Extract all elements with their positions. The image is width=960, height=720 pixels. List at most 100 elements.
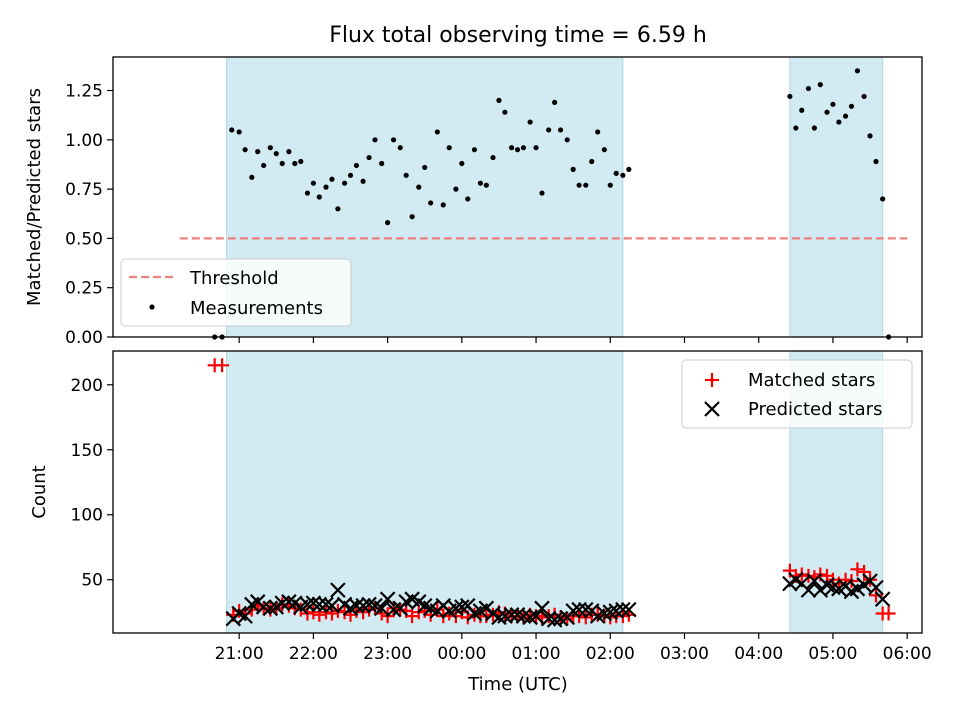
predicted-star-point xyxy=(546,612,563,628)
shaded-interval-2 xyxy=(789,56,884,338)
measurement-point xyxy=(576,182,582,188)
measurement-point xyxy=(329,176,335,182)
y-tick-label: 200 xyxy=(71,376,103,396)
predicted-star-point xyxy=(565,603,581,619)
measurement-point xyxy=(546,127,552,133)
matched-star-point xyxy=(306,605,321,620)
bottom-legend-box xyxy=(681,359,913,429)
measurement-point xyxy=(824,109,830,115)
measurement-point xyxy=(539,190,545,196)
predicted-star-point xyxy=(509,607,526,623)
measurement-point xyxy=(867,133,873,139)
measurement-point xyxy=(811,125,817,131)
measurement-point xyxy=(440,202,446,208)
predicted-star-point xyxy=(615,601,631,618)
measurement-point xyxy=(570,166,576,172)
measurement-point xyxy=(453,186,459,192)
measurement-point xyxy=(836,119,842,125)
measurement-point xyxy=(372,137,378,143)
y-tick-label: 0.50 xyxy=(65,229,103,249)
predicted-star-point xyxy=(522,609,538,626)
x-tick-label: 22:00 xyxy=(289,644,338,664)
measurement-point xyxy=(490,154,496,161)
predicted-star-point xyxy=(324,597,340,614)
predicted-star-point xyxy=(868,579,884,596)
measurement-point xyxy=(323,184,329,190)
top-panel: 0.00 0.25 0.50 0.75 1.00 1.25 Matched/Predict… xyxy=(24,56,923,348)
predicted-star-point xyxy=(348,597,365,614)
predicted-star-point xyxy=(305,595,322,611)
matched-star-point xyxy=(541,609,556,624)
measurement-point xyxy=(403,172,409,178)
predicted-star-point xyxy=(602,604,619,620)
y-tick-label: 1.25 xyxy=(65,82,103,102)
measurement-point xyxy=(397,145,403,151)
measurement-point xyxy=(353,162,360,169)
predicted-star-point xyxy=(237,608,253,624)
predicted-star-point xyxy=(578,601,594,618)
measurement-point xyxy=(533,145,539,151)
measurement-point xyxy=(416,184,422,190)
measurement-point xyxy=(286,149,292,155)
measurement-point xyxy=(583,182,589,188)
measurement-point xyxy=(589,158,595,165)
matched-star-point xyxy=(881,606,896,621)
measurement-point xyxy=(310,180,316,186)
y-tick-label: 0.00 xyxy=(65,328,103,348)
bottom-shaded-regions xyxy=(226,350,884,634)
x-axis-label: Time (UTC) xyxy=(467,674,568,695)
x-tick-label: 03:00 xyxy=(660,644,709,664)
legend-matched-swatch xyxy=(705,373,719,387)
top-y-ticks: 0.00 0.25 0.50 0.75 1.00 1.25 xyxy=(65,82,113,348)
measurement-point xyxy=(626,166,632,172)
y-tick-label: 100 xyxy=(71,506,103,526)
predicted-star-point xyxy=(534,600,550,617)
measurement-point xyxy=(595,129,601,135)
matched-star-point xyxy=(597,609,612,624)
measurement-point xyxy=(434,129,440,135)
bottom-y-axis-label: Count xyxy=(29,465,50,518)
measurement-point xyxy=(428,200,434,206)
bottom-panel: 50 100 150 200 21:00 22:00 23:00 00:00 01:00 02:… xyxy=(29,350,932,695)
matched-star-point xyxy=(850,562,865,577)
legend-predicted-label: Predicted stars xyxy=(748,399,882,420)
matched-star-point xyxy=(215,358,230,373)
measurement-point xyxy=(242,147,248,153)
y-tick-label: 50 xyxy=(81,571,103,591)
top-legend-box xyxy=(120,258,352,327)
x-tick-label: 00:00 xyxy=(437,644,486,664)
predicted-star-point xyxy=(318,596,334,613)
measurement-point xyxy=(298,158,304,165)
predicted-star-point xyxy=(491,609,507,626)
measurement-point xyxy=(267,145,273,151)
top-y-axis-label: Matched/Predicted stars xyxy=(24,88,45,306)
measurement-point xyxy=(502,109,508,115)
legend-measurements-swatch xyxy=(149,304,155,310)
measurement-point xyxy=(249,174,255,180)
measurement-point xyxy=(805,85,812,92)
measurement-point xyxy=(477,180,483,186)
measurement-point xyxy=(409,214,415,220)
measurement-point xyxy=(817,82,823,88)
measurement-point xyxy=(601,147,607,153)
y-tick-label: 0.75 xyxy=(65,180,103,200)
measurement-point xyxy=(830,101,836,107)
top-plot-frame xyxy=(112,56,923,338)
predicted-star-point xyxy=(825,579,841,596)
y-tick-label: 1.00 xyxy=(65,131,103,151)
measurement-point xyxy=(613,170,619,176)
measurement-point xyxy=(465,196,471,202)
chart-title: Flux total observing time = 6.59 h xyxy=(329,23,707,48)
matched-star-point xyxy=(868,588,883,603)
measurement-point xyxy=(422,164,428,171)
predicted-star-point xyxy=(800,582,817,598)
predicted-star-point xyxy=(621,601,637,618)
predicted-star-point xyxy=(540,610,557,627)
measurement-point xyxy=(316,194,322,200)
predicted-star-point xyxy=(299,596,316,613)
measurement-point xyxy=(236,129,242,135)
x-tick-label: 01:00 xyxy=(512,644,561,664)
predicted-star-point xyxy=(379,591,396,607)
predicted-star-point xyxy=(281,594,297,610)
legend-matched-label: Matched stars xyxy=(748,370,875,391)
